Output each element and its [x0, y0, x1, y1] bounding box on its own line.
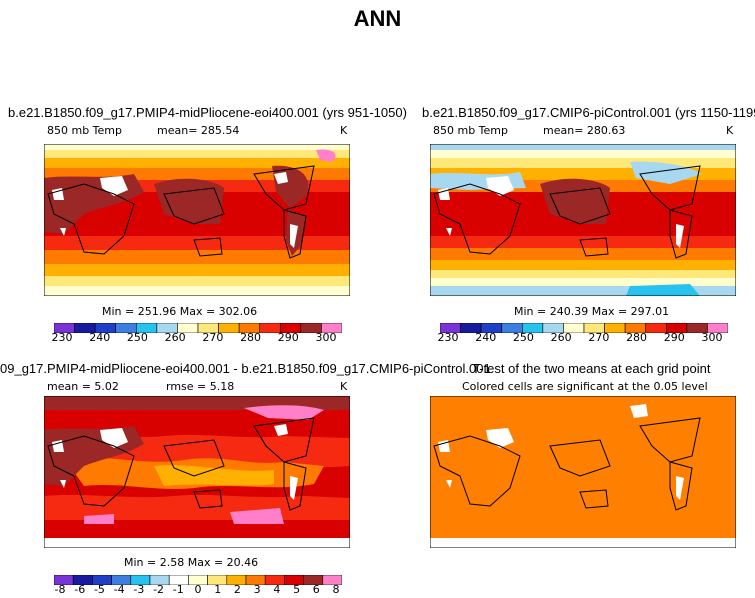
panel3-colorbar-tick-label: -4	[113, 583, 125, 596]
panel1-colorbar-ticks: 230 240 250 260 270 280 290 300	[52, 331, 342, 345]
panel1-title: b.e21.B1850.f09_g17.PMIP4-midPliocene-eo…	[8, 105, 407, 120]
panel2-colorbar-tick-label: 250	[512, 331, 534, 344]
panel3-colorbar-tick-label: 5	[293, 583, 301, 596]
panel3-colorbar-tick-label: -3	[133, 583, 145, 596]
panel2-colorbar-tick-label: 290	[663, 331, 685, 344]
panel3-unit: K	[340, 380, 348, 393]
panel3-colorbar-tick-label: 6	[312, 583, 320, 596]
panel4-subtitle: Colored cells are significant at the 0.0…	[462, 380, 708, 393]
panel3-colorbar	[53, 572, 343, 590]
panel3-colorbar-tick-label: -2	[153, 583, 165, 596]
panel2-colorbar-tick-label: 240	[475, 331, 497, 344]
panel2-colorbar-tick-label: 230	[437, 331, 459, 344]
panel1-map	[44, 144, 350, 296]
panel3-colorbar-tick-label: 2	[233, 583, 241, 596]
panel2-title: b.e21.B1850.f09_g17.CMIP6-piControl.001 …	[422, 105, 755, 120]
panel1-colorbar-tick-label: 260	[164, 331, 186, 344]
panel3-rmse: rmse = 5.18	[166, 380, 235, 393]
panel1-colorbar	[53, 320, 343, 338]
panel3-colorbar-tick-label: -8	[54, 583, 66, 596]
panel1-mean: mean= 285.54	[157, 124, 240, 137]
panel1-variable: 850 mb Temp	[47, 124, 123, 137]
panel2-colorbar-ticks: 230 240 250 260 270 280 290 300	[438, 331, 728, 345]
panel2-colorbar	[439, 320, 729, 338]
panel2-colorbar-tick-label: 260	[550, 331, 572, 344]
panel2-mean: mean= 280.63	[543, 124, 626, 137]
panel1-colorbar-tick-label: 300	[315, 331, 337, 344]
panel1-colorbar-tick-label: 240	[89, 331, 111, 344]
panel1-colorbar-tick-label: 290	[277, 331, 299, 344]
panel2-colorbar-tick-label: 270	[588, 331, 610, 344]
panel3-colorbar-tick-label: 1	[214, 583, 222, 596]
panel3-colorbar-tick-label: 3	[253, 583, 261, 596]
panel3-colorbar-tick-label: 8	[332, 583, 340, 596]
panel4-map	[430, 396, 736, 548]
panel1-colorbar-tick-label: 230	[51, 331, 73, 344]
panel3-colorbar-tick-label: 0	[194, 583, 202, 596]
panel2-minmax: Min = 240.39 Max = 297.01	[514, 305, 670, 318]
panel2-colorbar-tick-label: 280	[626, 331, 648, 344]
panel1-colorbar-tick-label: 250	[126, 331, 148, 344]
panel3-colorbar-ticks: -8 -6 -5 -4 -3 -2 -1 0 1 2 3 4 5 6 8	[54, 583, 342, 597]
panel3-colorbar-tick-label: -1	[172, 583, 184, 596]
panel3-title: 09_g17.PMIP4-midPliocene-eoi400.001 - b.…	[0, 361, 491, 376]
panel3-map	[44, 396, 350, 548]
panel2-unit: K	[726, 124, 734, 137]
panel3-colorbar-tick-label: -5	[93, 583, 105, 596]
panel3-minmax: Min = 2.58 Max = 20.46	[124, 556, 259, 569]
panel3-colorbar-tick-label: 4	[273, 583, 281, 596]
panel2-colorbar-tick-label: 300	[701, 331, 723, 344]
figure-title: ANN	[353, 6, 402, 31]
panel2-variable: 850 mb Temp	[433, 124, 509, 137]
panel2-map	[430, 144, 736, 296]
panel4-title: T-test of the two means at each grid poi…	[472, 361, 711, 376]
panel1-colorbar-tick-label: 270	[202, 331, 224, 344]
panel1-minmax: Min = 251.96 Max = 302.06	[102, 305, 258, 318]
panel3-colorbar-tick-label: -6	[74, 583, 86, 596]
panel3-mean: mean = 5.02	[47, 380, 119, 393]
panel1-colorbar-tick-label: 280	[240, 331, 262, 344]
panel1-unit: K	[340, 124, 348, 137]
